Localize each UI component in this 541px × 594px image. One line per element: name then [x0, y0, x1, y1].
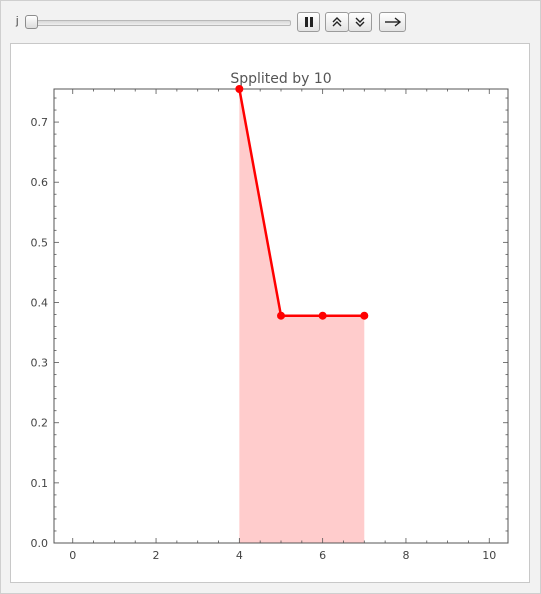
double-chevron-down-icon — [355, 17, 365, 27]
pause-button[interactable] — [297, 12, 320, 32]
x-tick-label: 2 — [153, 549, 160, 562]
j-slider-track[interactable] — [27, 20, 291, 26]
arrow-right-icon — [384, 17, 401, 27]
y-tick-label: 0.3 — [31, 357, 49, 370]
x-tick-label: 0 — [69, 549, 76, 562]
y-tick-label: 0.2 — [31, 417, 49, 430]
data-point — [318, 311, 327, 320]
x-tick-label: 4 — [236, 549, 243, 562]
y-tick-label: 0.1 — [31, 477, 49, 490]
y-tick-label: 0.0 — [31, 537, 49, 550]
y-tick-label: 0.6 — [31, 176, 49, 189]
y-tick-label: 0.4 — [31, 296, 49, 309]
j-slider-thumb[interactable] — [25, 15, 38, 29]
slider-label: j — [16, 15, 19, 27]
data-point — [277, 311, 285, 320]
series-line — [238, 88, 365, 317]
y-tick-label: 0.5 — [31, 236, 49, 249]
chart-title: Spplited by 10 — [230, 71, 331, 87]
direction-button[interactable] — [379, 12, 406, 32]
x-tick-label: 6 — [319, 549, 326, 562]
plot-panel: Spplited by 10 0 2 4 6 8 10 0.0 0.1 0.2 0.3 0.4 0.5… — [10, 43, 530, 583]
data-point — [235, 85, 244, 93]
faster-button[interactable] — [325, 12, 349, 32]
animation-controls: j — [0, 0, 541, 44]
pause-icon — [304, 17, 313, 27]
slower-button[interactable] — [348, 12, 372, 32]
x-tick-label: 8 — [402, 549, 409, 562]
x-tick-label: 10 — [482, 549, 496, 562]
y-tick-label: 0.7 — [31, 116, 49, 129]
line-chart: Spplited by 10 0 2 4 6 8 10 0.0 0.1 0.2 0.3 0.4 0.5… — [31, 71, 509, 562]
double-chevron-up-icon — [332, 17, 342, 27]
data-point — [360, 311, 369, 320]
